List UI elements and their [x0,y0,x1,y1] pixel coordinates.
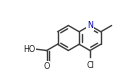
Text: HO: HO [23,45,36,54]
Text: N: N [87,21,93,30]
Text: Cl: Cl [86,61,94,70]
Text: O: O [44,62,50,71]
